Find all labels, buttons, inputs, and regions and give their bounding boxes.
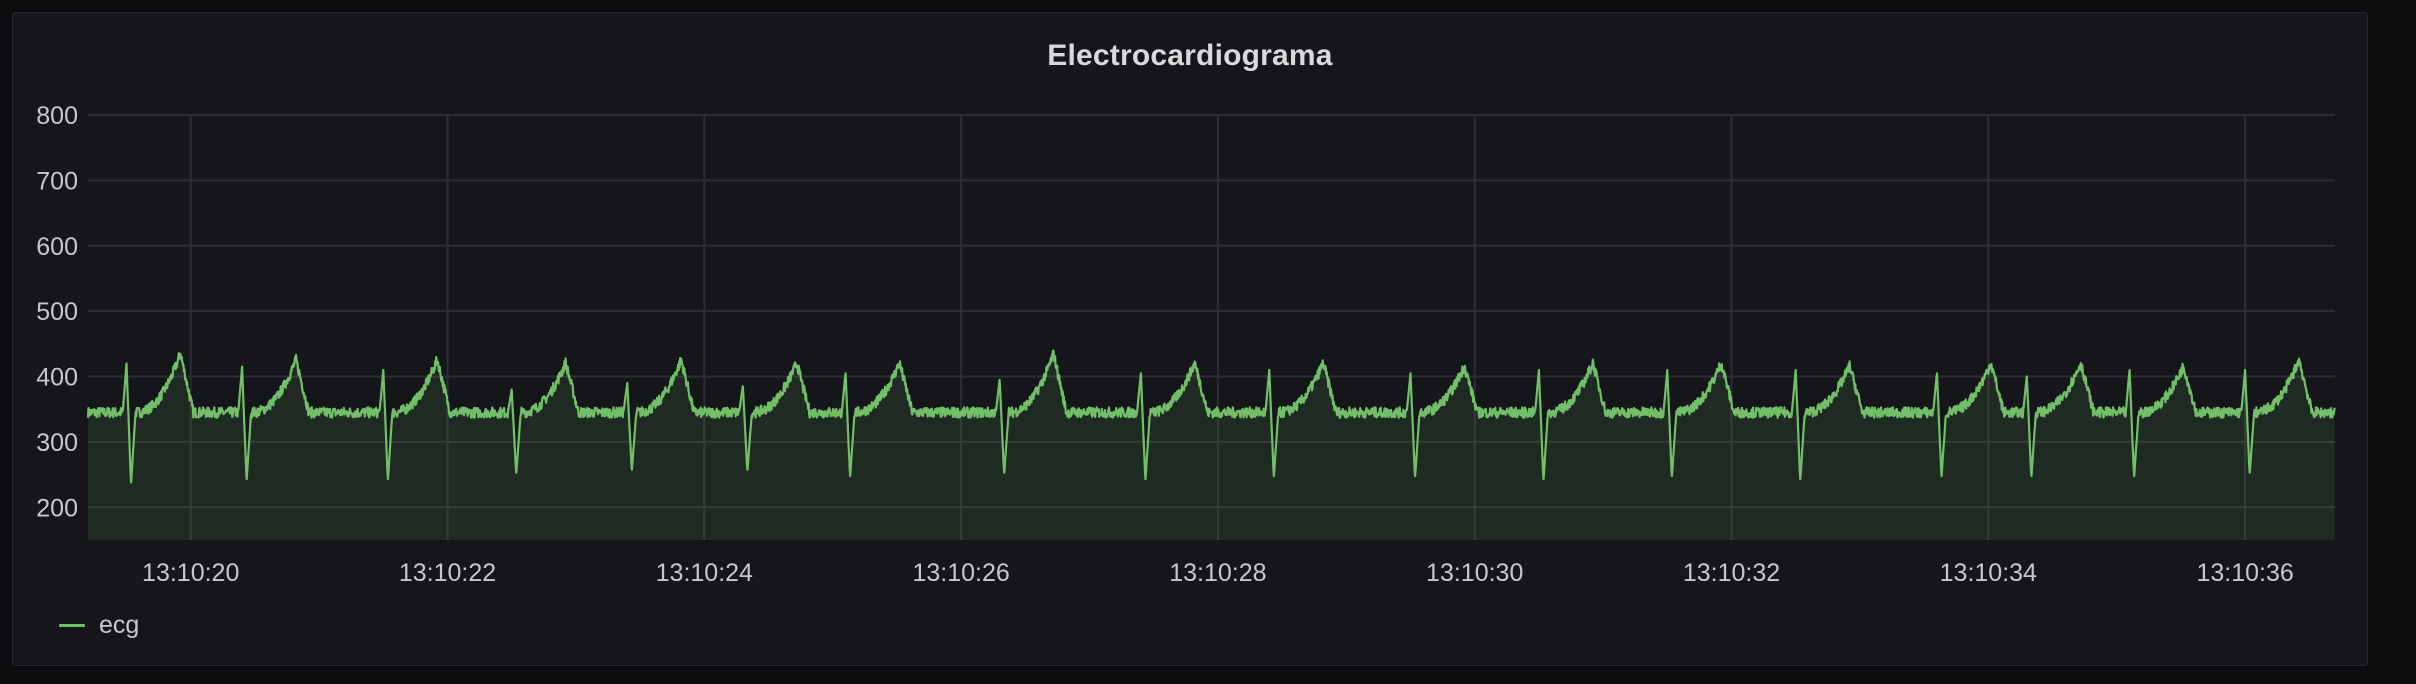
- series-ecg-area: [88, 350, 2335, 540]
- x-axis: 13:10:20 13:10:22 13:10:24 13:10:26 13:10:28…: [142, 559, 2294, 587]
- x-tick-label: 13:10:26: [912, 559, 1009, 587]
- x-tick-label: 13:10:30: [1426, 559, 1523, 587]
- series-layer[interactable]: [86, 349, 2336, 540]
- y-tick-label: 500: [36, 298, 78, 326]
- y-tick-label: 800: [36, 102, 78, 130]
- y-tick-label: 400: [36, 364, 78, 392]
- legend-label-ecg[interactable]: ecg: [99, 611, 140, 639]
- ecg-panel: Electrocardiograma 200 300 400 500 600 700 800…: [12, 12, 2368, 666]
- panel-title[interactable]: Electrocardiograma: [1047, 39, 1333, 72]
- y-tick-label: 700: [36, 167, 78, 195]
- x-tick-label: 13:10:20: [142, 559, 239, 587]
- y-tick-label: 300: [36, 429, 78, 457]
- y-tick-label: 200: [36, 494, 78, 522]
- series-ecg-line[interactable]: [86, 349, 2336, 484]
- x-tick-label: 13:10:36: [2196, 559, 2293, 587]
- x-tick-label: 13:10:34: [1940, 559, 2037, 587]
- legend-swatch: [59, 624, 85, 627]
- y-tick-label: 600: [36, 233, 78, 261]
- x-tick-label: 13:10:28: [1169, 559, 1266, 587]
- x-tick-label: 13:10:22: [399, 559, 496, 587]
- chart-grid: [88, 114, 2335, 540]
- y-axis: 200 300 400 500 600 700 800: [36, 102, 78, 522]
- x-tick-label: 13:10:32: [1683, 559, 1780, 587]
- legend[interactable]: ecg: [59, 611, 139, 640]
- x-tick-label: 13:10:24: [656, 559, 753, 587]
